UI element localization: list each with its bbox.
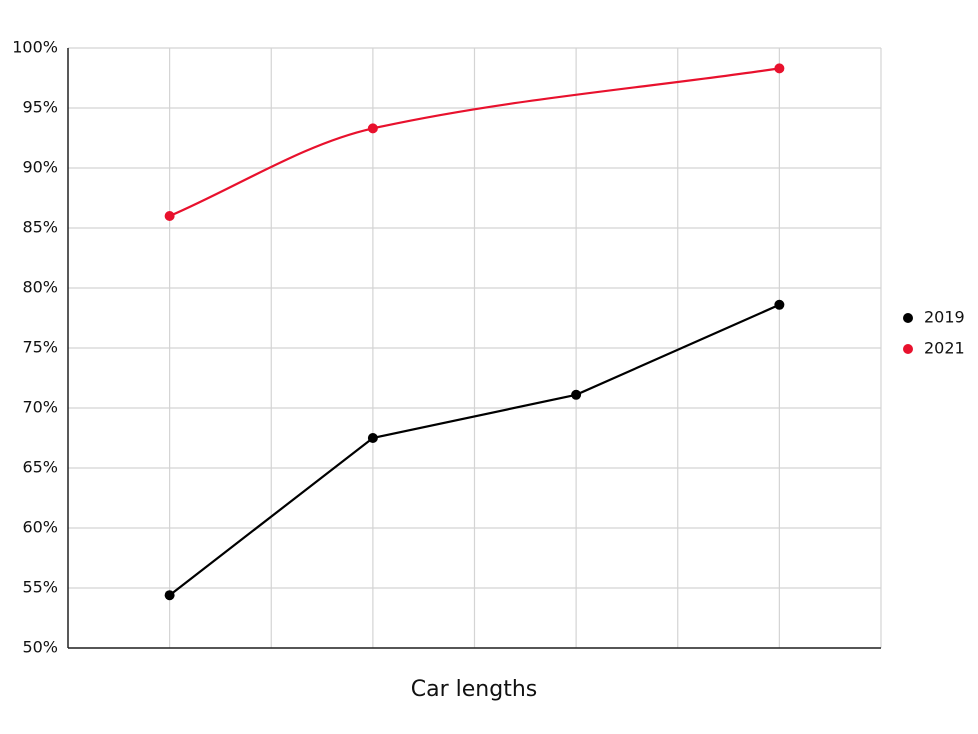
y-tick-label: 65%	[22, 458, 58, 477]
data-point	[367, 433, 378, 443]
data-point	[164, 211, 175, 221]
data-point	[571, 389, 582, 400]
y-tick-label: 50%	[22, 638, 58, 657]
y-tick-label: 70%	[22, 398, 58, 417]
y-tick-label: 90%	[22, 158, 58, 177]
series-line	[168, 303, 780, 597]
y-tick-label: 95%	[22, 98, 58, 117]
legend-marker	[903, 344, 913, 354]
data-point	[774, 63, 785, 74]
x-axis-label: Car lengths	[411, 677, 537, 702]
y-tick-label: 75%	[22, 338, 58, 357]
legend-label: 2019	[924, 308, 965, 327]
data-point	[164, 590, 175, 601]
legend-marker	[903, 313, 913, 323]
y-tick-label: 100%	[12, 38, 58, 57]
y-tick-label: 60%	[22, 518, 58, 537]
legend-label: 2021	[924, 339, 965, 358]
y-tick-label: 80%	[22, 278, 58, 297]
y-tick-label: 55%	[22, 578, 58, 597]
y-tick-label: 85%	[22, 218, 58, 237]
data-point	[774, 299, 785, 310]
series-line	[169, 67, 780, 218]
data-point	[367, 123, 378, 134]
